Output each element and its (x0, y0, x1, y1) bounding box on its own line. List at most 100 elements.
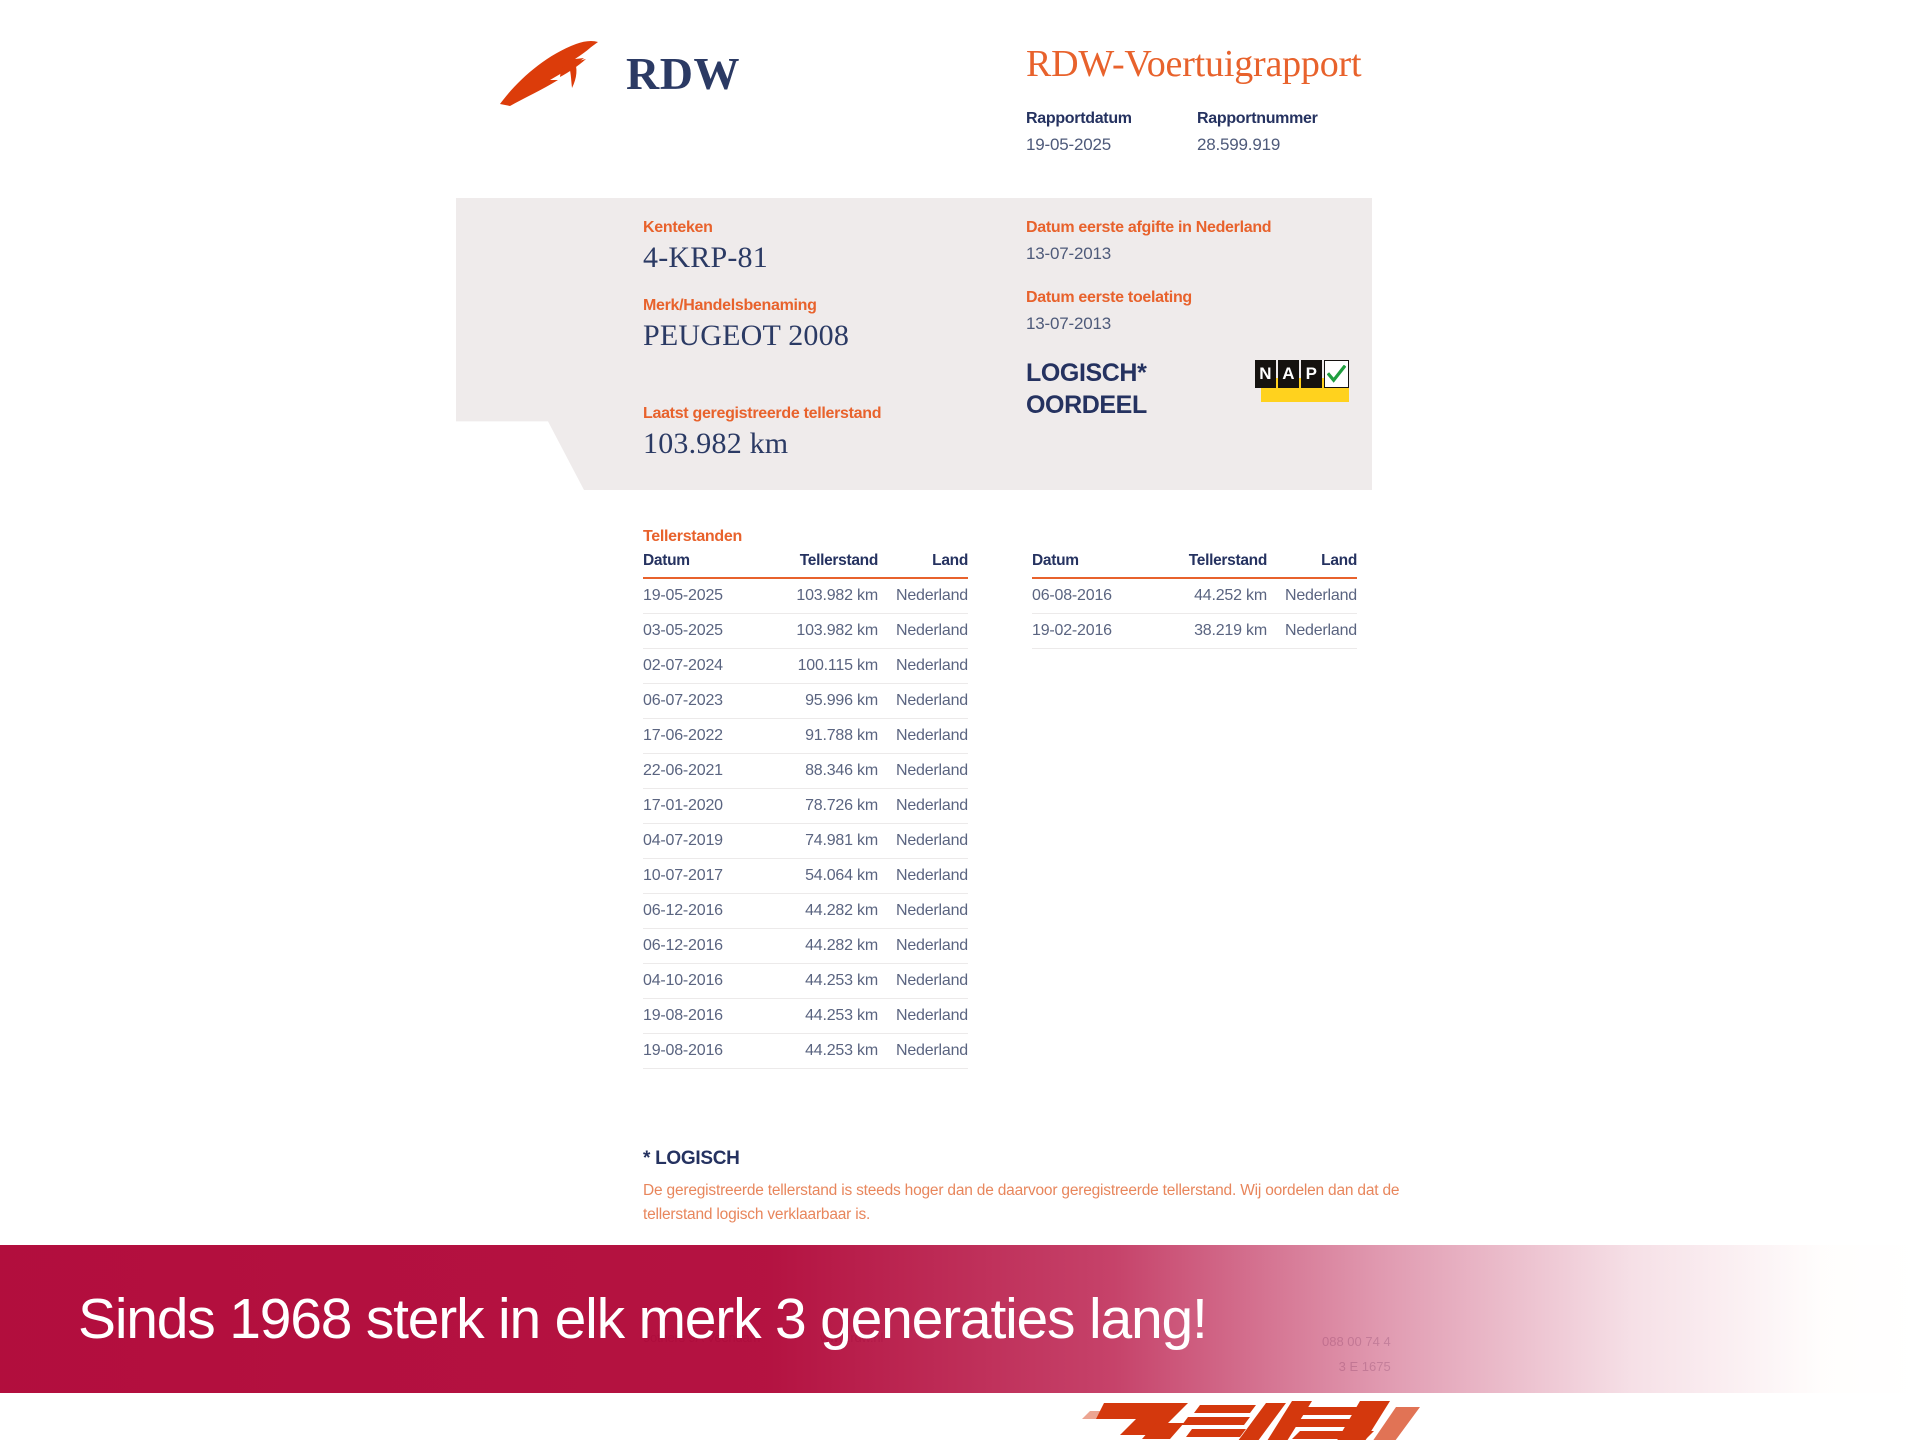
report-date-block: Rapportdatum 19-05-2025 (1026, 110, 1151, 155)
table-row: 04-10-2016 44.253 km Nederland (643, 963, 968, 999)
table-row: 03-05-2025 103.982 km Nederland (643, 613, 968, 649)
cell-date: 19-05-2025 (643, 578, 763, 614)
cell-odometer-value: 103.982 km (763, 613, 878, 649)
cell-date: 17-01-2020 (643, 788, 763, 824)
cell-date: 02-07-2024 (643, 648, 763, 684)
footnote-title: * LOGISCH (643, 1148, 740, 1169)
cell-odometer-value: 44.282 km (763, 928, 878, 964)
table-header-row: Datum Tellerstand Land (643, 552, 968, 579)
table-header-row: Datum Tellerstand Land (1032, 552, 1357, 579)
report-number-value: 28.599.919 (1197, 134, 1281, 154)
cell-country: Nederland (878, 858, 968, 894)
cell-country: Nederland (878, 1033, 968, 1069)
footnote-body: De geregistreerde tellerstand is steeds … (643, 1182, 1400, 1224)
cell-odometer-value: 44.253 km (763, 1033, 878, 1069)
verdict-text: LOGISCH* OORDEEL (1026, 357, 1147, 421)
cell-date: 19-08-2016 (643, 1033, 763, 1069)
cell-odometer-value: 88.346 km (763, 753, 878, 789)
kenteken-value: 4-KRP-81 (643, 241, 768, 274)
latest-odometer-value: 103.982 km (643, 427, 789, 460)
nap-badge: N A P (1254, 360, 1349, 402)
table-row: 19-02-2016 38.219 km Nederland (1032, 613, 1357, 649)
cell-odometer-value: 78.726 km (763, 788, 878, 824)
table-row: 06-12-2016 44.282 km Nederland (643, 928, 968, 964)
first-admission-date-label: Datum eerste toelating (1026, 289, 1192, 306)
first-admission-date-value: 13-07-2013 (1026, 314, 1111, 333)
report-title: RDW-Voertuigrapport (1026, 43, 1362, 85)
report-date-value: 19-05-2025 (1026, 134, 1111, 154)
cell-odometer-value: 74.981 km (763, 823, 878, 859)
cell-country: Nederland (878, 753, 968, 789)
table-row: 06-07-2023 95.996 km Nederland (643, 683, 968, 719)
cell-odometer-value: 91.788 km (763, 718, 878, 754)
report-number-block: Rapportnummer 28.599.919 (1197, 110, 1322, 155)
column-header-date: Datum (643, 552, 763, 579)
merk-value: PEUGEOT 2008 (643, 319, 850, 352)
vehicle-info-panel (456, 198, 1372, 490)
merk-label: Merk/Handelsbenaming (643, 297, 817, 314)
cell-date: 06-08-2016 (1032, 578, 1152, 614)
cell-odometer-value: 44.252 km (1152, 578, 1267, 614)
column-header-value: Tellerstand (763, 552, 878, 579)
report-meta: Rapportdatum 19-05-2025 Rapportnummer 28… (1026, 110, 1456, 155)
cell-odometer-value: 103.982 km (763, 578, 878, 614)
latest-odometer-label: Laatst geregistreerde tellerstand (643, 405, 882, 422)
cell-date: 04-07-2019 (643, 823, 763, 859)
cell-date: 17-06-2022 (643, 718, 763, 754)
nap-letter-p: P (1300, 360, 1322, 388)
table-row: 06-12-2016 44.282 km Nederland (643, 893, 968, 929)
cell-country: Nederland (878, 788, 968, 824)
rdw-swoosh-icon (498, 38, 608, 110)
orange-stripes-logo-icon (1060, 1393, 1500, 1440)
cell-odometer-value: 44.282 km (763, 893, 878, 929)
cell-odometer-value: 100.115 km (763, 648, 878, 684)
cell-country: Nederland (878, 648, 968, 684)
cell-country: Nederland (878, 963, 968, 999)
column-header-country: Land (1267, 552, 1357, 579)
cell-date: 19-02-2016 (1032, 613, 1152, 649)
cell-odometer-value: 44.253 km (763, 963, 878, 999)
cell-date: 06-12-2016 (643, 893, 763, 929)
rdw-brand: RDW (498, 38, 740, 110)
cell-date: 04-10-2016 (643, 963, 763, 999)
verdict-line-2: OORDEEL (1026, 391, 1147, 419)
table-row: 17-01-2020 78.726 km Nederland (643, 788, 968, 824)
table-row: 02-07-2024 100.115 km Nederland (643, 648, 968, 684)
vehicle-panel-left-column: Kenteken 4-KRP-81 Merk/Handelsbenaming P… (643, 219, 1023, 375)
nap-letters: N A P (1254, 360, 1349, 388)
cell-country: Nederland (878, 683, 968, 719)
table-row: 19-08-2016 44.253 km Nederland (643, 1033, 968, 1069)
table-row: 19-08-2016 44.253 km Nederland (643, 998, 968, 1034)
latest-odometer-block: Laatst geregistreerde tellerstand 103.98… (643, 405, 882, 461)
kenteken-label: Kenteken (643, 219, 713, 236)
column-header-date: Datum (1032, 552, 1152, 579)
table-row: 22-06-2021 88.346 km Nederland (643, 753, 968, 789)
odometer-table-left-body: 19-05-2025 103.982 km Nederland 03-05-2025 1… (643, 578, 968, 1069)
tellerstanden-section-title: Tellerstanden (643, 528, 742, 545)
document-header: RDW RDW-Voertuigrapport Rapportdatum 19-… (0, 0, 1920, 190)
column-header-country: Land (878, 552, 968, 579)
table-row: 19-05-2025 103.982 km Nederland (643, 578, 968, 614)
first-issue-date-label: Datum eerste afgifte in Nederland (1026, 219, 1272, 236)
cell-date: 22-06-2021 (643, 753, 763, 789)
rdw-wordmark: RDW (626, 48, 740, 99)
cell-date: 10-07-2017 (643, 858, 763, 894)
cell-date: 03-05-2025 (643, 613, 763, 649)
cell-country: Nederland (878, 578, 968, 614)
vehicle-panel-right-column: Datum eerste afgifte in Nederland 13-07-… (1026, 219, 1366, 359)
odometer-table-right-body: 06-08-2016 44.252 km Nederland 19-02-2016 38… (1032, 578, 1357, 649)
cell-country: Nederland (1267, 613, 1357, 649)
cell-country: Nederland (878, 893, 968, 929)
cell-odometer-value: 54.064 km (763, 858, 878, 894)
odometer-table-right: Datum Tellerstand Land 06-08-2016 44.252 … (1032, 552, 1357, 649)
report-date-label: Rapportdatum (1026, 109, 1132, 127)
odometer-table-left: Datum Tellerstand Land 19-05-2025 103.982… (643, 552, 968, 1069)
cell-country: Nederland (878, 613, 968, 649)
column-header-value: Tellerstand (1152, 552, 1267, 579)
table-row: 17-06-2022 91.788 km Nederland (643, 718, 968, 754)
first-issue-date-value: 13-07-2013 (1026, 244, 1111, 263)
cell-date: 06-07-2023 (643, 683, 763, 719)
cell-country: Nederland (878, 823, 968, 859)
verdict-row: LOGISCH* OORDEEL N A P (1026, 357, 1349, 421)
nap-letter-a: A (1277, 360, 1299, 388)
